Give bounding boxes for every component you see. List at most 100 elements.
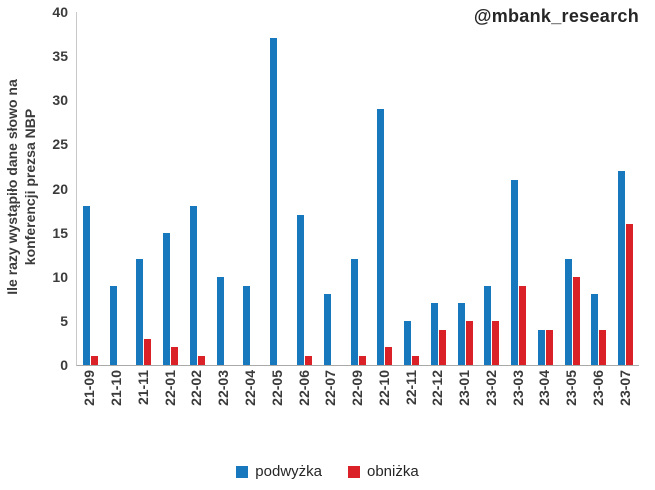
legend-swatch-obnizka <box>348 465 360 478</box>
x-axis-tick-label: 23-01 <box>456 370 473 406</box>
bar-obnizka <box>197 356 205 365</box>
x-axis-tick-label: 23-02 <box>482 370 499 406</box>
bar-obnizka <box>144 338 152 365</box>
x-axis-tick-label: 23-07 <box>616 370 633 406</box>
x-axis-tick-cell: 23-05 <box>558 368 585 442</box>
x-axis-tick-cell: 22-04 <box>237 368 264 442</box>
bar-podwyzka <box>297 214 304 365</box>
x-axis-tick-label: 21-11 <box>134 370 151 406</box>
watermark-text: @mbank_research <box>473 6 639 26</box>
bar-group <box>291 12 318 365</box>
bar-group <box>586 12 613 365</box>
bar-obnizka <box>519 285 527 365</box>
legend-item-podwyzka: podwyżka <box>236 463 322 480</box>
bar-podwyzka <box>163 232 171 365</box>
bar-obnizka <box>572 276 580 365</box>
bar-obnizka <box>465 320 473 365</box>
bar-podwyzka <box>377 109 385 365</box>
bar-obnizka <box>492 320 500 365</box>
y-axis-tick-label: 25 <box>52 136 68 153</box>
x-axis-labels: 21-09 21-10 21-11 22-01 22-02 22-03 22-04 22-05… <box>76 368 638 442</box>
bar-podwyzka <box>618 170 626 365</box>
x-axis-tick-cell: 22-02 <box>183 368 210 442</box>
bar-podwyzka <box>457 303 465 365</box>
bar-group <box>371 12 398 365</box>
bar-podwyzka <box>484 285 492 365</box>
bar-group <box>478 12 505 365</box>
x-axis-tick-cell: 22-01 <box>156 368 183 442</box>
y-axis-tick-label: 20 <box>52 180 68 197</box>
x-axis-tick-label: 22-01 <box>161 370 178 406</box>
bar-group <box>264 12 291 365</box>
x-axis-tick-label: 23-04 <box>536 370 553 406</box>
y-axis-title-line1: Ile razy wystąpiło dane słowo na <box>4 79 20 295</box>
bar-obnizka <box>412 356 420 365</box>
x-axis-tick-label: 22-06 <box>295 370 312 406</box>
x-axis-tick-cell: 22-12 <box>424 368 451 442</box>
x-axis-tick-label: 22-05 <box>268 370 285 406</box>
bar-podwyzka <box>270 38 278 365</box>
bar-podwyzka <box>404 320 412 365</box>
x-axis-tick-label: 23-06 <box>589 370 606 406</box>
y-axis-tick-label: 40 <box>52 4 68 20</box>
y-axis-tick-label: 30 <box>52 92 68 109</box>
bar-group <box>425 12 452 365</box>
x-axis-tick-label: 22-10 <box>375 370 392 406</box>
bar-podwyzka <box>564 259 572 365</box>
bar-group <box>559 12 586 365</box>
x-axis-tick-label: 21-09 <box>81 370 98 406</box>
bar-group <box>77 12 104 365</box>
x-axis-tick-cell: 21-09 <box>76 368 103 442</box>
y-axis-tick-label: 0 <box>60 357 68 373</box>
bar-group <box>398 12 425 365</box>
x-axis-tick-label: 22-11 <box>402 370 419 406</box>
bar-podwyzka <box>591 294 599 365</box>
x-axis-tick-cell: 22-03 <box>210 368 237 442</box>
x-axis-tick-label: 23-03 <box>509 370 526 406</box>
bar-group <box>104 12 131 365</box>
bar-obnizka <box>626 223 634 365</box>
legend-label-obnizka: obniżka <box>367 463 419 480</box>
bar-obnizka <box>171 347 179 365</box>
x-axis-tick-cell: 23-07 <box>611 368 638 442</box>
x-axis-tick-cell: 22-09 <box>344 368 371 442</box>
x-axis-tick-cell: 22-06 <box>290 368 317 442</box>
bar-obnizka <box>599 329 607 365</box>
bar-group <box>452 12 479 365</box>
x-axis-tick-cell: 23-06 <box>585 368 612 442</box>
bar-podwyzka <box>350 259 358 365</box>
x-axis-tick-cell: 22-11 <box>397 368 424 442</box>
bar-obnizka <box>385 347 393 365</box>
bar-group <box>505 12 532 365</box>
bar-group <box>184 12 211 365</box>
x-axis-tick-cell: 23-04 <box>531 368 558 442</box>
x-axis-tick-label: 22-09 <box>349 370 366 406</box>
bar-group <box>318 12 345 365</box>
x-axis-tick-cell: 23-02 <box>477 368 504 442</box>
x-axis-tick-label: 22-12 <box>429 370 446 406</box>
legend-item-obnizka: obniżka <box>348 463 419 480</box>
x-axis-tick-label: 22-03 <box>215 370 232 406</box>
bar-obnizka <box>305 356 312 365</box>
x-axis-tick-cell: 22-05 <box>263 368 290 442</box>
x-axis-tick-cell: 23-01 <box>451 368 478 442</box>
legend: podwyżka obniżka <box>0 463 655 480</box>
bar-obnizka <box>358 356 366 365</box>
bar-group <box>532 12 559 365</box>
bar-podwyzka <box>243 285 251 365</box>
x-axis-tick-label: 22-02 <box>188 370 205 406</box>
bar-group <box>211 12 238 365</box>
bar-group <box>157 12 184 365</box>
x-axis-tick-label: 21-10 <box>108 370 125 406</box>
x-axis-tick-cell: 23-03 <box>504 368 531 442</box>
bar-podwyzka <box>109 285 117 365</box>
bar-obnizka <box>438 329 446 365</box>
y-axis-tick-label: 10 <box>52 268 68 285</box>
bar-podwyzka <box>511 179 519 365</box>
bar-group <box>238 12 265 365</box>
legend-label-podwyzka: podwyżka <box>255 463 322 480</box>
x-axis-tick-label: 22-07 <box>322 370 339 406</box>
legend-swatch-podwyzka <box>236 465 249 478</box>
bar-podwyzka <box>216 276 224 365</box>
